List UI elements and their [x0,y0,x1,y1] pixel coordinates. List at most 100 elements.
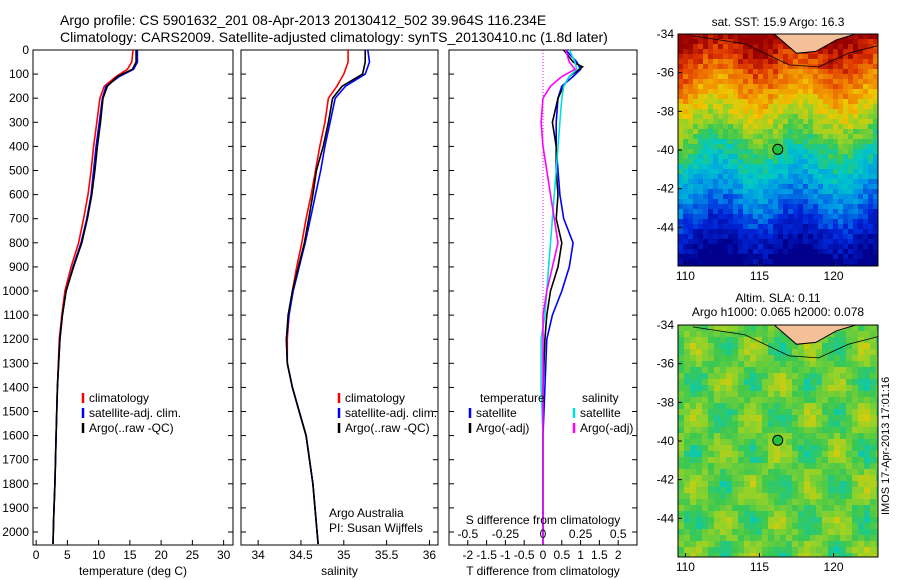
lon-tick-label: 120 [824,269,844,283]
legend-sal-label: climatology [345,391,405,405]
x-axis-label: salinity [321,564,358,578]
y-tick-label: 1200 [2,332,29,346]
annotation-line-1: Argo Australia [329,506,404,520]
annotation-line-2: PI: Susan Wijffels [329,521,423,535]
legend-sal-label: Argo(..raw -QC) [345,421,430,435]
y-tick-label: 1700 [2,453,29,467]
x-axis-label: temperature (deg C) [79,564,187,578]
y-tick-label: 1000 [2,284,29,298]
series-line-argo [52,50,137,545]
x-tick-label: 0 [540,548,547,562]
legend-sdiff-label: satellite [580,406,621,420]
map-2-field [678,325,878,557]
x-tick-label: 30 [217,548,231,562]
lat-tick-label: -34 [657,318,675,332]
x-tick-label: 1 [577,548,584,562]
lat-tick-label: -36 [657,357,675,371]
legend-tdiff-label: Argo(-adj) [476,421,529,435]
y-tick-label: 200 [9,91,29,105]
x-tick-label: 25 [186,548,200,562]
x-tick-label: 35.5 [375,548,399,562]
x-tick-label: -1 [500,548,511,562]
lon-tick-label: 120 [824,560,844,574]
legend-salinity-title: salinity [582,391,619,405]
depth-contour [692,326,879,359]
x-tick-label: 0 [33,548,40,562]
x-tick-label: 20 [154,548,168,562]
lat-tick-label: -38 [657,395,675,409]
argo-position-marker [772,143,784,155]
legend-temp-label: Argo(..raw -QC) [89,421,174,435]
climatology-title: Climatology: CARS2009. Satellite-adjuste… [60,29,608,45]
lat-tick-label: -36 [657,66,675,80]
y-tick-label: 1100 [3,308,29,322]
x-tick-label: 15 [123,548,137,562]
lon-tick-label: 110 [676,560,695,574]
x-tick-label: 1.5 [591,548,608,562]
y-tick-label: 1800 [2,477,29,491]
panel-2-frame [240,49,439,546]
lat-tick-label: -38 [657,104,675,118]
x-tick-label: 0.5 [553,548,570,562]
depth-contour [692,35,879,68]
lat-tick-label: -34 [657,27,675,41]
lat-tick-label: -40 [657,434,675,448]
legend-temp-label: satellite-adj. clim. [89,406,181,420]
legend-sal-label: satellite-adj. clim. [345,406,437,420]
y-tick-label: 800 [9,236,29,250]
x-axis-label: T difference from climatology [466,564,620,578]
x-tick-label: -2 [462,548,473,562]
y-tick-label: 1400 [2,380,29,394]
imos-timestamp: IMOS 17-Apr-2013 17:01:16 [880,376,892,515]
legend-sdiff-label: Argo(-adj) [580,421,633,435]
x-tick-label: -1.5 [476,548,497,562]
s-axis-tick-label: -0.5 [457,527,478,541]
lon-tick-label: 115 [750,269,769,283]
y-tick-label: 100 [9,67,29,81]
lat-tick-label: -42 [657,473,675,487]
y-tick-label: 2000 [2,525,29,539]
y-tick-label: 1600 [2,429,29,443]
map-1-field [678,34,878,266]
y-tick-label: 600 [9,188,29,202]
s-axis-label: S difference from climatology [466,513,621,527]
y-tick-label: 1300 [2,356,29,370]
y-tick-label: 0 [22,43,29,57]
s-axis-tick-label: 0.5 [610,527,627,541]
sla-map-title-1: Altim. SLA: 0.11 [735,291,820,305]
y-tick-label: 900 [9,260,29,274]
x-tick-label: 2 [615,548,622,562]
legend-temperature-title: temperature [480,391,545,405]
s-axis-tick-label: 0 [540,527,547,541]
x-tick-label: 10 [92,548,106,562]
y-tick-label: 500 [9,164,29,178]
lat-tick-label: -42 [657,182,675,196]
panel-1-frame [32,49,234,546]
y-tick-label: 300 [9,115,29,129]
lon-tick-label: 110 [676,269,695,283]
s-axis-tick-label: -0.25 [492,527,520,541]
legend-tdiff-label: satellite [476,406,517,420]
legend-temp-label: climatology [89,391,149,405]
lon-tick-label: 115 [750,560,769,574]
x-tick-label: 35 [337,548,351,562]
x-tick-label: -0.5 [514,548,535,562]
x-tick-label: 34.5 [289,548,313,562]
s-axis-tick-label: 0.25 [569,527,593,541]
x-tick-label: 36 [423,548,437,562]
lat-tick-label: -40 [657,143,675,157]
argo-position-marker [772,434,784,446]
profile-title: Argo profile: CS 5901632_201 08-Apr-2013… [60,12,547,28]
sst-map-title: sat. SST: 15.9 Argo: 16.3 [712,15,845,29]
x-tick-label: 5 [64,548,71,562]
y-tick-label: 700 [9,212,29,226]
y-tick-label: 1500 [2,405,29,419]
y-tick-label: 400 [9,139,29,153]
x-tick-label: 34 [251,548,265,562]
series-line-argo [285,50,367,545]
y-tick-label: 1900 [2,501,29,515]
lat-tick-label: -44 [657,511,675,525]
sla-map-title-2: Argo h1000: 0.065 h2000: 0.078 [692,305,864,319]
lat-tick-label: -44 [657,220,675,234]
